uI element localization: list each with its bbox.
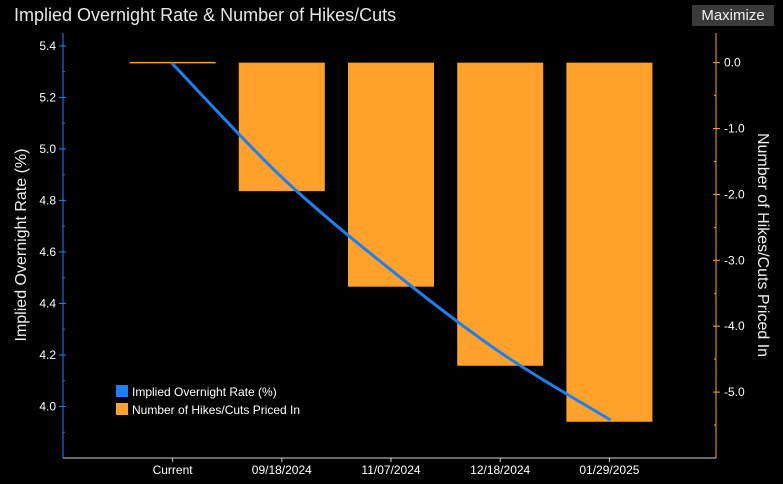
left-axis-tick: 4.8 [39, 193, 56, 207]
x-axis-tick: 09/18/2024 [252, 463, 312, 477]
chart-title: Implied Overnight Rate & Number of Hikes… [14, 5, 397, 25]
bar [238, 62, 325, 192]
line-layer [171, 62, 611, 421]
legend-box [108, 378, 334, 418]
left-axis-tick: 5.2 [39, 90, 56, 104]
right-axis-tick: -4.0 [724, 319, 745, 333]
left-axis-tick: 4.0 [39, 399, 56, 413]
right-axis-tick: -2.0 [724, 187, 745, 201]
x-axis-tick: Current [153, 463, 194, 477]
x-axis-tick: 01/29/2025 [579, 463, 639, 477]
left-axis-tick: 4.2 [39, 348, 56, 362]
legend: Implied Overnight Rate (%) Number of Hike… [108, 378, 334, 418]
x-axis-tick: 11/07/2024 [361, 463, 420, 477]
right-axis-tick: 0.0 [724, 56, 741, 70]
bar [457, 62, 544, 366]
legend-label: Implied Overnight Rate (%) [132, 385, 277, 399]
bar [348, 62, 434, 287]
bar [566, 62, 653, 422]
left-axis-tick: 5.4 [39, 39, 56, 53]
x-axis-tick: 12/18/2024 [470, 463, 530, 477]
left-axis-tick: 4.4 [39, 296, 56, 310]
axes-layer: 5.4 5.2 5.0 4.8 4.6 4.4 4.2 4.0 0.0 -1.0 -2.0 -3.0 -… [13, 33, 771, 477]
rate-line [171, 62, 611, 421]
right-axis-tick: -3.0 [724, 253, 745, 267]
left-axis-tick: 4.6 [39, 245, 56, 259]
right-axis-tick: -1.0 [724, 122, 745, 136]
left-axis-tick: 5.0 [39, 142, 56, 156]
legend-swatch [116, 403, 128, 415]
bars-layer [129, 61, 653, 422]
right-axis-tick: -5.0 [724, 385, 745, 399]
left-axis-title: Implied Overnight Rate (%) [13, 149, 30, 342]
legend-label: Number of Hikes/Cuts Priced In [132, 403, 300, 417]
right-axis-title: Number of Hikes/Cuts Priced In [754, 133, 771, 357]
maximize-button[interactable]: Maximize [692, 5, 774, 26]
title-bar: Implied Overnight Rate & Number of Hikes… [0, 0, 783, 30]
legend-swatch [116, 385, 128, 397]
